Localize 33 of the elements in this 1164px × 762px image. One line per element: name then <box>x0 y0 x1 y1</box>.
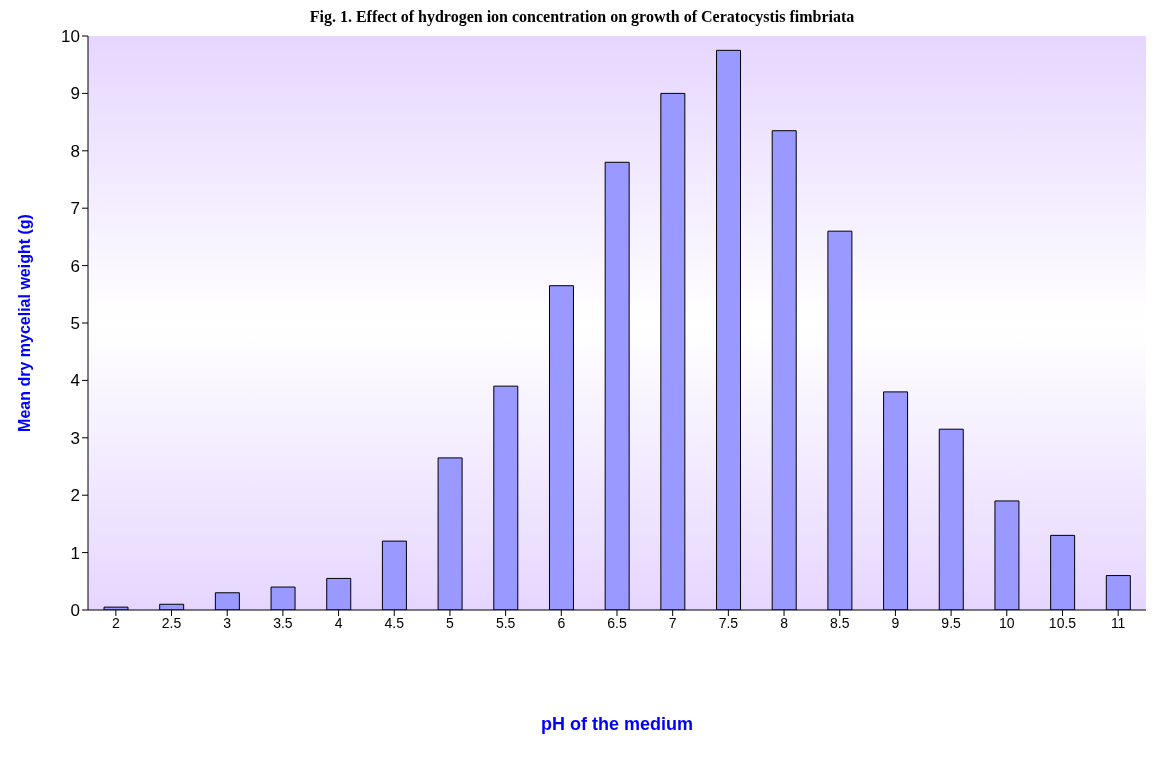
x-tick-label: 8.5 <box>830 614 850 631</box>
x-tick-label: 4.5 <box>384 614 405 631</box>
x-tick-label: 10.5 <box>1048 614 1077 631</box>
chart-title: Fig. 1. Effect of hydrogen ion concentration on growth of Ceratocystis fimbriata <box>309 8 855 25</box>
x-tick-label: 6.5 <box>607 614 627 631</box>
y-tick-label: 3 <box>70 428 80 448</box>
y-tick-label: 2 <box>70 486 80 506</box>
x-tick-label: 3 <box>223 614 232 631</box>
x-tick-label: 2.5 <box>161 614 182 631</box>
y-tick-label: 9 <box>70 84 80 104</box>
y-tick-label: 1 <box>70 543 80 563</box>
y-tick-label: 10 <box>61 27 80 47</box>
y-tick-label: 4 <box>70 371 80 391</box>
x-axis-title: pH of the medium <box>541 714 693 734</box>
x-tick-label: 11 <box>1110 614 1126 631</box>
x-tick-label: 4 <box>334 614 343 631</box>
x-tick-label: 9.5 <box>941 614 962 631</box>
x-tick-label: 8 <box>780 614 789 631</box>
x-tick-label: 9 <box>891 614 900 631</box>
y-tick-label: 5 <box>70 314 80 334</box>
x-tick-label: 2 <box>111 614 120 631</box>
x-tick-label: 3.5 <box>273 614 293 631</box>
x-tick-label: 6 <box>557 614 566 631</box>
y-axis-title: Mean dry mycelial weight (g) <box>15 214 33 432</box>
y-tick-label: 7 <box>70 199 80 219</box>
y-tick-label: 0 <box>70 601 80 621</box>
x-tick-label: 7 <box>668 614 677 631</box>
y-tick-label: 6 <box>70 256 80 276</box>
x-tick-label: 7.5 <box>718 614 739 631</box>
y-tick-label: 8 <box>70 141 80 161</box>
x-tick-label: 10 <box>999 614 1015 631</box>
x-tick-label: 5.5 <box>495 614 516 631</box>
x-tick-label: 5 <box>446 614 455 631</box>
